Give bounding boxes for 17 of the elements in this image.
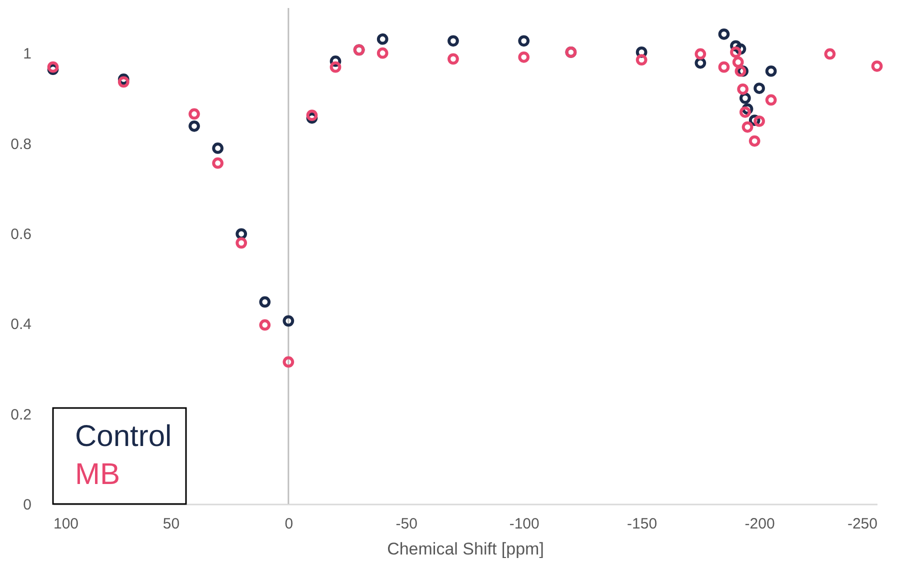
x-tick-label: -100 — [509, 516, 540, 532]
y-tick-label: 0.2 — [10, 406, 32, 424]
x-tick-label: -150 — [627, 516, 658, 532]
x-tick-label: 0 — [284, 516, 294, 532]
x-tick-label: 50 — [162, 516, 180, 532]
x-tick-label: -200 — [744, 516, 775, 532]
x-tick-label: -250 — [847, 516, 878, 532]
text: MB — [75, 458, 120, 491]
y-tick-label: 1 — [23, 46, 32, 63]
y-tick-label: 0 — [23, 496, 32, 514]
text: Control — [75, 420, 172, 453]
x-tick-label: -50 — [396, 516, 418, 532]
y-tick-label: 0.8 — [10, 136, 32, 153]
x-tick-label: 100 — [54, 516, 79, 532]
y-tick-label: 0.6 — [10, 226, 32, 243]
x-axis-title: Chemical Shift [ppm] — [387, 540, 544, 558]
y-tick-label: 0.4 — [10, 316, 32, 334]
